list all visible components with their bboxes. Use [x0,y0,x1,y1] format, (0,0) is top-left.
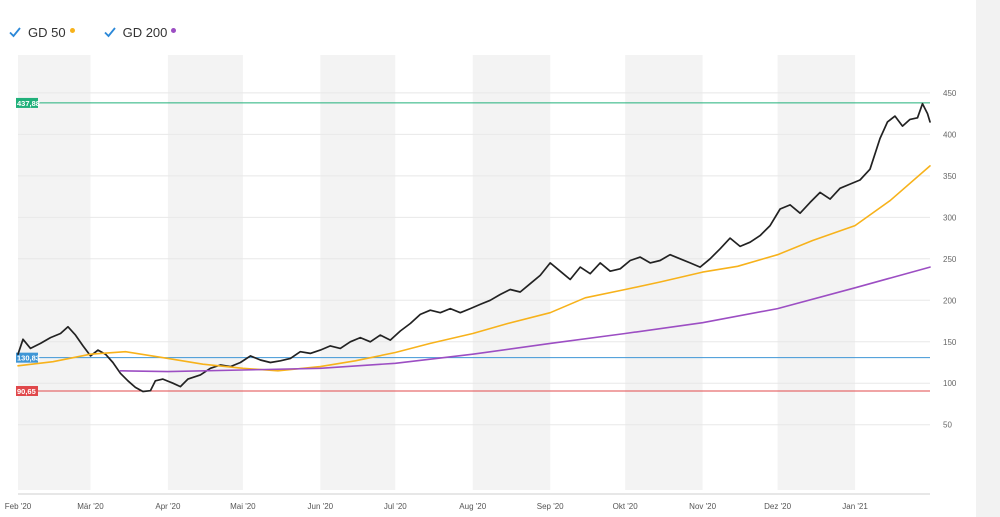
x-tick-label: Nov '20 [689,502,716,511]
y-tick-label: 450 [943,89,957,98]
x-tick-label: Aug '20 [459,502,486,511]
y-tick-label: 50 [943,421,952,430]
checkmark-icon[interactable] [8,25,22,39]
month-band [777,55,856,490]
month-band [472,55,551,490]
legend-item-gd200[interactable]: GD 200 [103,25,177,40]
y-tick-label: 200 [943,296,957,305]
series-line-gd200 [119,266,931,373]
reference-label: 130,83 [17,354,40,363]
y-tick-label: 400 [943,130,957,139]
x-tick-label: Feb '20 [5,502,32,511]
x-tick-label: Dez '20 [764,502,791,511]
x-tick-label: Apr '20 [155,502,181,511]
y-tick-label: 100 [943,379,957,388]
x-tick-label: Okt '20 [613,502,639,511]
month-band [320,55,396,490]
checkmark-icon[interactable] [103,25,117,39]
x-tick-label: Mär '20 [77,502,104,511]
month-band [167,55,243,490]
reference-label: 437,88 [17,99,40,108]
y-tick-label: 150 [943,338,957,347]
legend-item-gd50[interactable]: GD 50 [8,25,75,40]
x-tick-label: Mai '20 [230,502,256,511]
reference-badge [16,385,38,396]
legend-label-gd200: GD 200 [122,24,168,40]
y-tick-label: 250 [943,255,957,264]
month-band [18,55,91,490]
reference-badge [16,97,38,108]
legend: GD 50 GD 200 [8,22,177,42]
legend-dot-gd200 [171,27,177,33]
y-tick-label: 300 [943,213,957,222]
legend-label-gd50: GD 50 [28,24,66,40]
x-tick-label: Jun '20 [308,502,334,511]
month-band [625,55,703,490]
price-line [17,102,931,393]
y-tick-label: 350 [943,172,957,181]
x-tick-label: Jul '20 [384,502,407,511]
reference-label: 90,65 [17,387,36,396]
x-tick-label: Jan '21 [842,502,868,511]
x-tick-label: Sep '20 [537,502,564,511]
legend-dot-gd50 [69,27,75,33]
series-line-gd50 [17,165,931,372]
reference-badge [16,352,38,363]
right-sidebar [976,0,1000,517]
